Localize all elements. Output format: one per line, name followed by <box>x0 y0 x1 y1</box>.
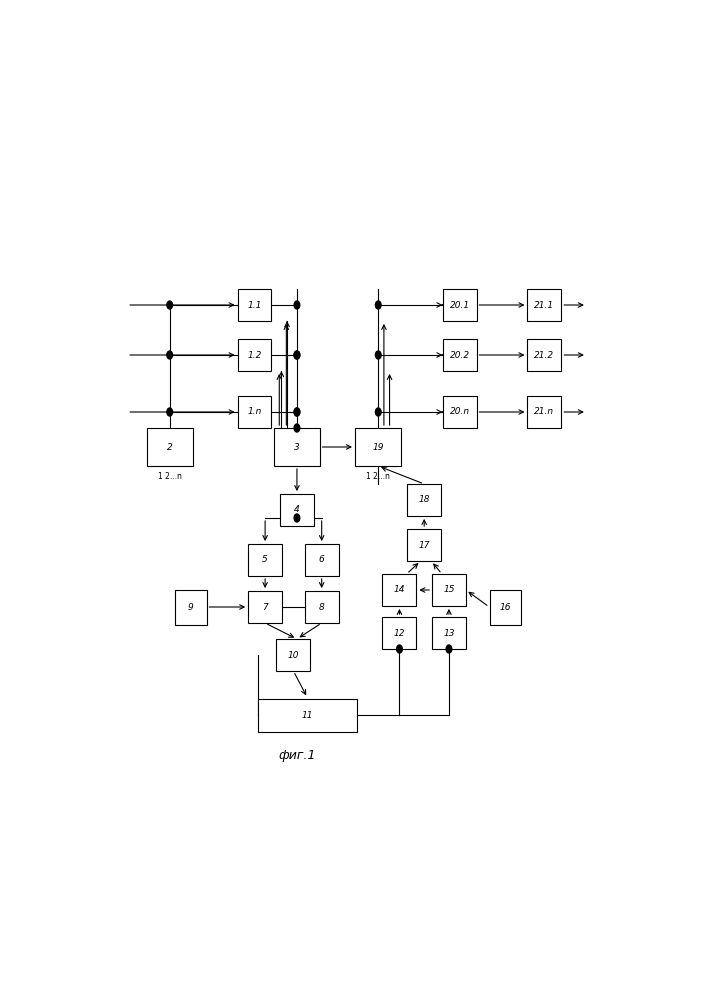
FancyBboxPatch shape <box>305 591 339 623</box>
Text: 2: 2 <box>167 442 173 452</box>
Circle shape <box>294 514 300 522</box>
Text: фиг.1: фиг.1 <box>278 748 316 762</box>
FancyBboxPatch shape <box>382 574 416 606</box>
Text: 21.2: 21.2 <box>534 351 554 360</box>
FancyBboxPatch shape <box>175 589 206 624</box>
Text: 14: 14 <box>394 585 405 594</box>
Text: 1.1: 1.1 <box>247 300 262 310</box>
FancyBboxPatch shape <box>274 428 320 466</box>
Circle shape <box>167 301 173 309</box>
Text: 17: 17 <box>419 540 430 550</box>
Text: 6: 6 <box>319 556 325 564</box>
Circle shape <box>397 645 402 653</box>
FancyBboxPatch shape <box>276 639 310 671</box>
FancyBboxPatch shape <box>382 617 416 649</box>
Circle shape <box>375 301 381 309</box>
Text: 1 2...n: 1 2...n <box>366 472 390 481</box>
Text: 20.2: 20.2 <box>450 351 469 360</box>
FancyBboxPatch shape <box>280 494 314 526</box>
Text: 11: 11 <box>302 710 313 720</box>
Text: 4: 4 <box>294 506 300 514</box>
Circle shape <box>446 645 452 653</box>
Text: 20.n: 20.n <box>450 408 469 416</box>
Text: 7: 7 <box>262 602 268 611</box>
FancyBboxPatch shape <box>407 484 441 516</box>
FancyBboxPatch shape <box>443 289 477 321</box>
FancyBboxPatch shape <box>146 428 192 466</box>
FancyBboxPatch shape <box>305 544 339 576</box>
FancyBboxPatch shape <box>258 698 357 732</box>
Circle shape <box>294 424 300 432</box>
Text: 19: 19 <box>373 442 384 452</box>
Circle shape <box>294 408 300 416</box>
FancyBboxPatch shape <box>355 428 402 466</box>
Text: 16: 16 <box>500 602 511 611</box>
FancyBboxPatch shape <box>407 529 441 561</box>
Text: 1.n: 1.n <box>247 408 262 416</box>
FancyBboxPatch shape <box>443 339 477 371</box>
FancyBboxPatch shape <box>432 574 466 606</box>
Text: 21.n: 21.n <box>534 408 554 416</box>
Circle shape <box>375 351 381 359</box>
Text: 8: 8 <box>319 602 325 611</box>
Text: 12: 12 <box>394 629 405 638</box>
Text: 18: 18 <box>419 495 430 504</box>
Text: 20.1: 20.1 <box>450 300 469 310</box>
Circle shape <box>375 408 381 416</box>
FancyBboxPatch shape <box>238 339 271 371</box>
Circle shape <box>294 351 300 359</box>
Text: 13: 13 <box>443 629 455 638</box>
Circle shape <box>167 408 173 416</box>
FancyBboxPatch shape <box>527 339 561 371</box>
FancyBboxPatch shape <box>527 396 561 428</box>
Text: 3: 3 <box>294 442 300 452</box>
Text: 1 2...n: 1 2...n <box>158 472 182 481</box>
FancyBboxPatch shape <box>248 591 282 623</box>
Circle shape <box>294 301 300 309</box>
FancyBboxPatch shape <box>238 396 271 428</box>
FancyBboxPatch shape <box>248 544 282 576</box>
Text: 10: 10 <box>288 650 299 660</box>
Circle shape <box>167 351 173 359</box>
Text: 1.2: 1.2 <box>247 351 262 360</box>
FancyBboxPatch shape <box>238 289 271 321</box>
FancyBboxPatch shape <box>443 396 477 428</box>
Circle shape <box>294 351 300 359</box>
Text: 15: 15 <box>443 585 455 594</box>
FancyBboxPatch shape <box>489 589 521 624</box>
Text: 9: 9 <box>188 602 194 611</box>
Circle shape <box>294 408 300 416</box>
FancyBboxPatch shape <box>432 617 466 649</box>
FancyBboxPatch shape <box>527 289 561 321</box>
Text: 5: 5 <box>262 556 268 564</box>
Text: 21.1: 21.1 <box>534 300 554 310</box>
